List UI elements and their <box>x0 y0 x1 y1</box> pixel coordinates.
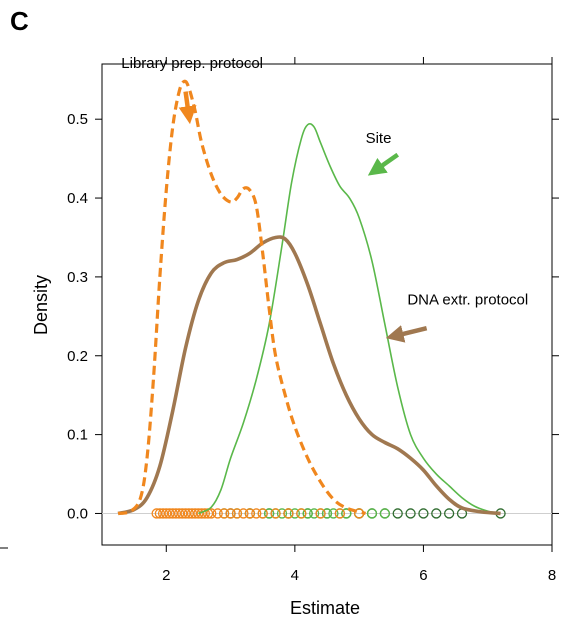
series-line <box>117 79 367 516</box>
rug-point <box>270 508 281 519</box>
rug-point <box>263 508 275 519</box>
rug-point <box>231 508 243 519</box>
rug-point <box>225 508 236 519</box>
rug-point <box>308 508 320 519</box>
rug-point <box>366 508 378 519</box>
annotation-label: Site <box>366 130 392 147</box>
rug-point <box>238 508 249 519</box>
rug-point <box>341 508 352 519</box>
rug-point <box>244 508 256 519</box>
rug-point <box>296 508 307 519</box>
y-tick-label: 0.3 <box>67 269 88 286</box>
annotation-arrow <box>367 152 400 176</box>
rug-point <box>334 508 346 519</box>
panel-label: C <box>10 6 29 36</box>
rug-point <box>276 508 288 519</box>
y-tick-label: 0.0 <box>67 505 88 522</box>
rug-point <box>289 508 301 519</box>
rug-point <box>251 508 262 519</box>
plot-frame <box>101 63 553 546</box>
rug-point <box>328 508 339 519</box>
rug-point <box>315 508 326 519</box>
rug-point <box>431 508 442 519</box>
rug-point <box>218 508 230 519</box>
plot-area: 2 4 6 8 0.0 0.1 0.2 0.3 0.4 0.5 Library prep. prot… <box>0 55 559 584</box>
series-line <box>117 235 501 516</box>
rug-point <box>321 508 333 519</box>
annotation-label: Library prep. protocol <box>121 55 263 72</box>
annotation-arrow <box>178 91 197 125</box>
annotation-arrow <box>385 325 428 343</box>
x-tick-label: 4 <box>291 567 299 584</box>
rug-point <box>257 508 268 519</box>
rug-point <box>283 508 294 519</box>
x-tick-label: 6 <box>419 567 427 584</box>
rug-point <box>405 508 416 519</box>
rug-point <box>418 508 429 519</box>
x-axis-title: Estimate <box>290 598 360 618</box>
rug-point <box>379 508 391 519</box>
y-tick-label: 0.1 <box>67 427 88 444</box>
series-line <box>198 123 501 515</box>
rug-point <box>206 508 217 519</box>
rug-point <box>302 508 313 519</box>
y-tick-label: 0.5 <box>67 111 88 128</box>
rug-point <box>212 508 223 519</box>
y-axis-title: Density <box>31 275 51 335</box>
y-tick-label: 0.4 <box>67 190 88 207</box>
x-tick-label: 8 <box>548 567 556 584</box>
rug-point <box>443 508 455 519</box>
x-tick-label: 2 <box>162 567 170 584</box>
annotation-label: DNA extr. protocol <box>407 292 528 309</box>
y-tick-label: 0.2 <box>67 348 88 365</box>
rug-point <box>392 508 403 519</box>
